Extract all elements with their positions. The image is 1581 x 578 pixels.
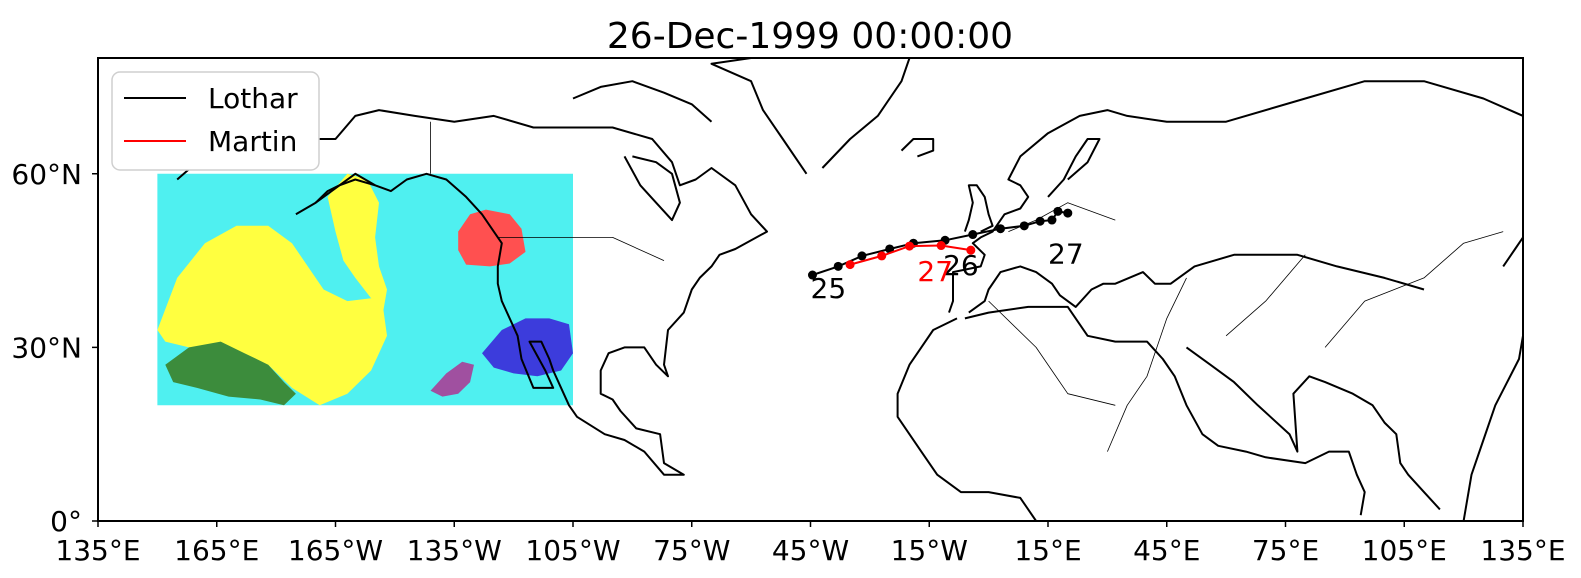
day-label-martin-27: 27 [917, 255, 953, 288]
map-title: 26-Dec-1999 00:00:00 [607, 16, 1013, 57]
coastline-arabia-india [1185, 346, 1441, 511]
coastline-alaska-aleutians [295, 178, 376, 216]
track-point-martin-4 [966, 245, 976, 255]
x-tick-label-5: 75°W [653, 534, 730, 567]
country-border-3 [988, 300, 1116, 406]
y-tick-label-0: 0° [50, 505, 82, 538]
field-region-2 [165, 341, 296, 406]
legend-box [111, 71, 320, 171]
track-point-lothar-1 [833, 261, 843, 271]
coastline-british-isles [963, 184, 994, 233]
track-point-lothar-7 [996, 224, 1005, 234]
x-tick-label-6: 45°W [772, 534, 849, 567]
coastline-east-asia [1462, 335, 1523, 521]
x-tick-label-10: 75°E [1252, 534, 1319, 567]
x-tick-label-1: 165°E [174, 534, 259, 567]
x-axis-ticks: 135°E 165°E 165°W 135°W 105°W 75°W 45°W 15°W 15°… [55, 521, 1566, 567]
coastline-north-america [176, 109, 768, 476]
legend-label-martin: Martin [208, 125, 297, 158]
track-point-lothar-6 [968, 230, 978, 240]
weather-field [157, 173, 573, 406]
day-label-lothar-25: 25 [811, 272, 847, 305]
coastline-arctic-islands [572, 80, 713, 123]
track-point-martin-0 [845, 260, 855, 270]
field-region-3 [458, 209, 526, 267]
country-border-5 [1324, 231, 1504, 348]
x-tick-label-8: 15°E [1014, 534, 1081, 567]
country-border-4 [1225, 254, 1306, 337]
x-tick-label-12: 135°E [1480, 534, 1565, 567]
x-tick-label-11: 105°E [1362, 534, 1447, 567]
x-tick-label-4: 105°W [525, 534, 620, 567]
coastlines [176, 58, 1523, 521]
track-point-lothar-8 [1019, 221, 1029, 231]
day-label-lothar-26: 26 [943, 249, 979, 282]
y-tick-label-2: 60°N [11, 158, 82, 191]
plot-area [157, 58, 1523, 521]
x-tick-label-9: 45°E [1133, 534, 1200, 567]
coastline-greenland [710, 58, 911, 175]
coastline-scandinavia-inner [1047, 138, 1101, 198]
day-label-lothar-27: 27 [1048, 237, 1084, 270]
track-point-martin-1 [877, 251, 887, 261]
x-tick-label-7: 15°W [891, 534, 968, 567]
x-tick-label-0: 135°E [55, 534, 140, 567]
storm-tracks [807, 206, 1073, 280]
coastline-africa-north [964, 305, 1366, 516]
coastline-hudson [623, 155, 681, 222]
track-point-martin-3 [936, 241, 946, 251]
field-region-5 [430, 361, 474, 397]
coastline-europe [948, 80, 1523, 313]
track-point-lothar-11 [1053, 206, 1063, 216]
country-border-2 [1107, 277, 1187, 452]
track-point-lothar-9 [1035, 216, 1045, 226]
field-region-1 [327, 173, 387, 313]
track-point-lothar-12 [1063, 208, 1073, 218]
legend: Lothar Martin [111, 71, 320, 171]
y-tick-label-1: 30°N [11, 331, 82, 364]
country-border-1 [497, 236, 665, 261]
track-point-lothar-3 [885, 244, 895, 254]
coastline-iceland [900, 138, 935, 158]
track-point-martin-2 [904, 241, 914, 251]
coastline-med-north [968, 253, 1425, 314]
y-axis-ticks: 0° 30°N 60°N [11, 158, 98, 538]
coastline-africa [896, 317, 1037, 521]
legend-label-lothar: Lothar [208, 82, 298, 115]
coastline-japan-kamchatka [1502, 236, 1523, 267]
x-tick-label-2: 165°W [288, 534, 383, 567]
track-point-lothar-0 [807, 270, 817, 280]
field-region-0 [157, 225, 387, 406]
track-point-lothar-10 [1047, 215, 1057, 225]
x-tick-label-3: 135°W [407, 534, 502, 567]
track-point-lothar-2 [857, 251, 867, 261]
